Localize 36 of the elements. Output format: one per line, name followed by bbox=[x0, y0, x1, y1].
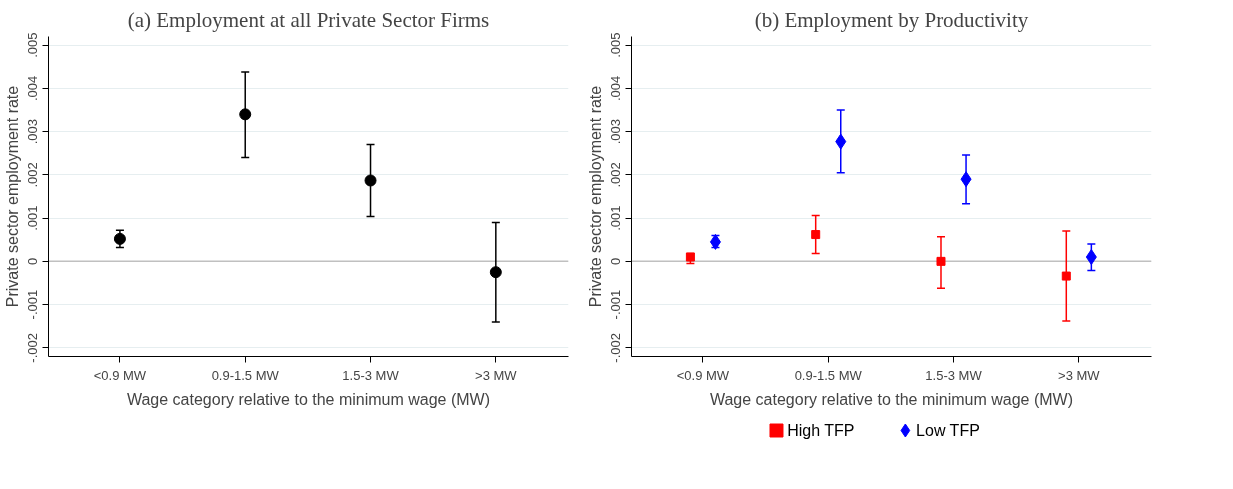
y-tick-label: 0 bbox=[25, 257, 41, 265]
y-axis-title: Private sector employment rate bbox=[586, 85, 604, 308]
y-axis-title: Private sector employment rate bbox=[3, 85, 21, 308]
y-tick-label: -.001 bbox=[608, 289, 624, 320]
x-axis-title: Wage category relative to the minimum wage (MW) bbox=[126, 390, 491, 408]
x-tick-label: 1.5-3 MW bbox=[925, 367, 983, 383]
x-tick-label: 0.9-1.5 MW bbox=[211, 367, 280, 383]
point bbox=[489, 266, 502, 279]
point bbox=[113, 232, 126, 245]
y-tick-label: -.002 bbox=[25, 333, 41, 363]
x-tick-label: 1.5-3 MW bbox=[342, 367, 400, 383]
y-tick-label: .005 bbox=[608, 32, 624, 58]
x-tick-label: >3 MW bbox=[1058, 367, 1101, 383]
legend-label: Low TFP bbox=[916, 422, 980, 439]
chart-title: (b) Employment by Productivity bbox=[754, 7, 1029, 32]
y-tick-label: .003 bbox=[25, 118, 41, 145]
y-tick-label: 0 bbox=[608, 257, 624, 265]
y-tick-label: .001 bbox=[608, 205, 624, 231]
x-tick-label: <0.9 MW bbox=[676, 367, 730, 383]
y-tick-label: .002 bbox=[608, 162, 624, 188]
legend-label: High TFP bbox=[787, 422, 855, 439]
y-tick-label: -.002 bbox=[608, 333, 624, 363]
point bbox=[239, 108, 252, 121]
x-tick-label: <0.9 MW bbox=[93, 367, 147, 383]
y-tick-label: -.001 bbox=[25, 289, 41, 320]
x-tick-label: >3 MW bbox=[475, 367, 518, 383]
x-axis-title: Wage category relative to the minimum wage (MW) bbox=[709, 390, 1074, 408]
y-tick-label: .004 bbox=[25, 75, 41, 102]
chart-title: (a) Employment at all Private Sector Firms bbox=[127, 7, 490, 32]
y-tick-label: .003 bbox=[608, 118, 624, 145]
y-tick-label: .002 bbox=[25, 162, 41, 188]
y-tick-label: .001 bbox=[25, 205, 41, 231]
y-tick-label: .005 bbox=[25, 32, 41, 58]
point bbox=[364, 174, 377, 187]
x-tick-label: 0.9-1.5 MW bbox=[794, 367, 863, 383]
y-tick-label: .004 bbox=[608, 75, 624, 102]
